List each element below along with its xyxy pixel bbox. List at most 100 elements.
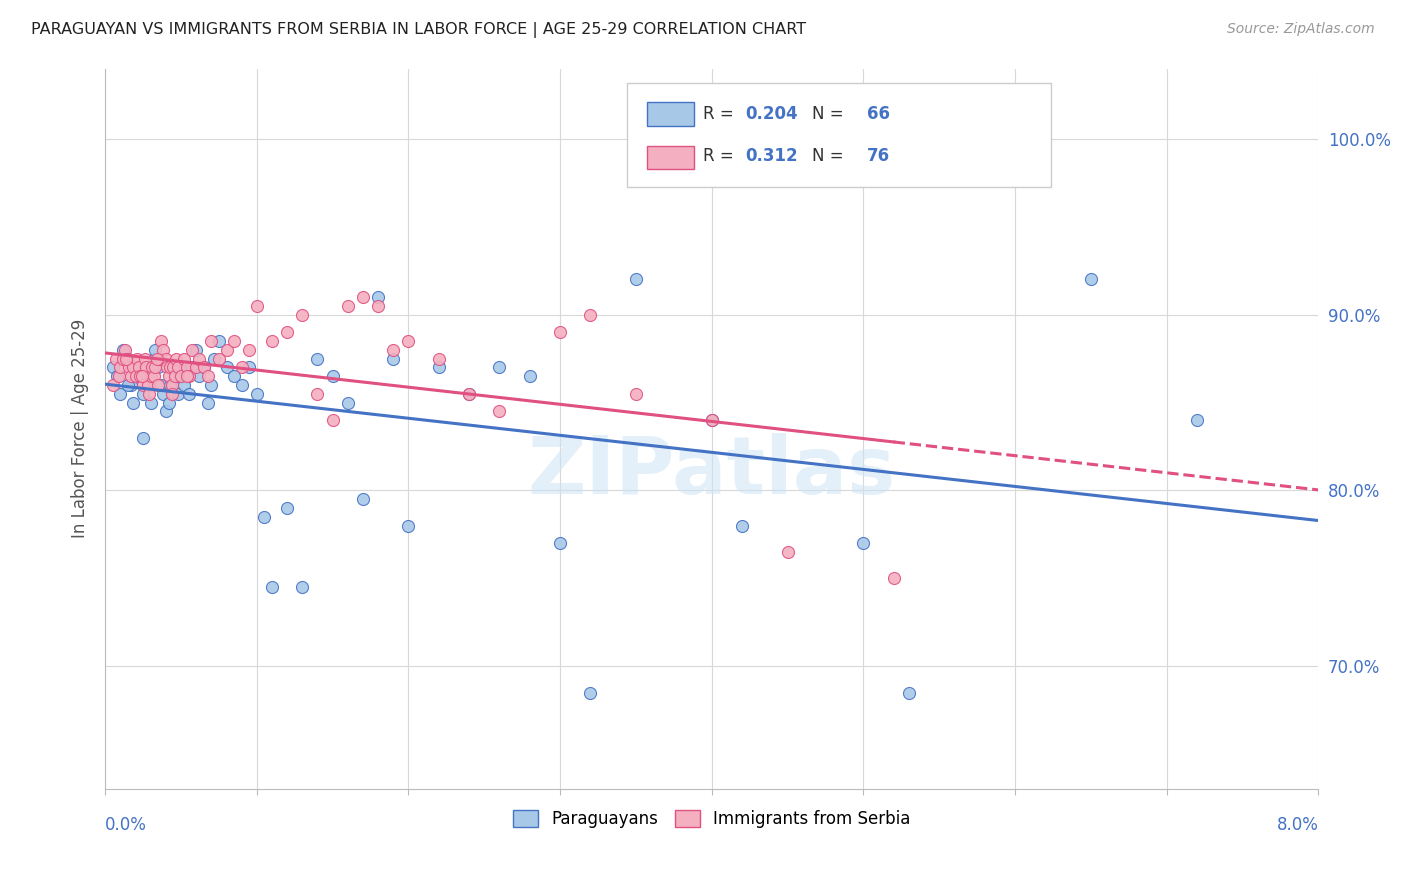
FancyBboxPatch shape: [627, 83, 1052, 187]
Point: [883, 571, 905, 585]
Point: [148, 360, 170, 375]
Point: [322, 369, 344, 384]
Text: R =: R =: [703, 147, 740, 165]
Point: [157, 369, 180, 384]
Point: [150, 334, 173, 348]
Point: [1080, 272, 1102, 286]
Point: [101, 360, 124, 375]
Point: [176, 369, 198, 384]
Point: [336, 395, 359, 409]
Point: [731, 518, 754, 533]
Point: [135, 360, 157, 375]
Point: [208, 351, 231, 366]
Point: [193, 360, 215, 375]
Point: [121, 360, 143, 375]
Point: [160, 386, 183, 401]
Point: [110, 360, 132, 375]
Point: [104, 351, 127, 366]
Point: [458, 386, 481, 401]
Point: [458, 386, 481, 401]
Point: [776, 545, 799, 559]
Point: [307, 351, 329, 366]
Point: [382, 343, 405, 357]
Point: [159, 360, 181, 375]
Point: [167, 386, 190, 401]
Point: [129, 369, 152, 384]
Point: [700, 413, 723, 427]
Text: 8.0%: 8.0%: [1277, 815, 1319, 834]
Point: [132, 378, 155, 392]
Point: [149, 351, 172, 366]
Point: [142, 369, 165, 384]
Point: [124, 369, 146, 384]
Text: ZIPatlas: ZIPatlas: [527, 434, 896, 511]
Point: [141, 360, 163, 375]
Point: [125, 351, 148, 366]
Point: [177, 386, 200, 401]
Point: [160, 378, 183, 392]
Point: [260, 334, 283, 348]
Y-axis label: In Labor Force | Age 25-29: In Labor Force | Age 25-29: [72, 319, 89, 539]
Point: [177, 369, 200, 384]
Point: [117, 351, 139, 366]
Point: [117, 351, 139, 366]
Point: [197, 395, 219, 409]
Point: [197, 369, 219, 384]
Point: [180, 360, 202, 375]
Point: [118, 360, 141, 375]
Point: [291, 580, 314, 594]
Point: [134, 351, 156, 366]
Point: [128, 369, 150, 384]
Text: 66: 66: [868, 105, 890, 123]
Point: [108, 369, 131, 384]
Point: [152, 343, 174, 357]
Point: [131, 369, 153, 384]
Point: [215, 343, 238, 357]
Point: [579, 685, 602, 699]
Point: [291, 308, 314, 322]
Point: [231, 378, 253, 392]
Point: [548, 325, 571, 339]
Point: [120, 369, 142, 384]
Point: [159, 378, 181, 392]
Point: [253, 509, 276, 524]
Point: [215, 360, 238, 375]
Point: [152, 386, 174, 401]
Point: [246, 386, 269, 401]
Point: [897, 685, 920, 699]
Point: [186, 360, 208, 375]
Point: [156, 360, 179, 375]
Point: [155, 351, 177, 366]
Text: 0.204: 0.204: [745, 105, 799, 123]
Point: [170, 369, 193, 384]
Point: [180, 343, 202, 357]
Point: [112, 351, 135, 366]
Point: [188, 351, 211, 366]
Point: [139, 369, 162, 384]
Text: PARAGUAYAN VS IMMIGRANTS FROM SERBIA IN LABOR FORCE | AGE 25-29 CORRELATION CHAR: PARAGUAYAN VS IMMIGRANTS FROM SERBIA IN …: [31, 22, 806, 38]
Point: [276, 500, 298, 515]
Point: [852, 536, 875, 550]
Point: [700, 413, 723, 427]
Bar: [647, 103, 693, 126]
Point: [1185, 413, 1208, 427]
Point: [128, 360, 150, 375]
Point: [276, 325, 298, 339]
Point: [112, 343, 135, 357]
Point: [352, 492, 374, 507]
Point: [579, 308, 602, 322]
Point: [162, 360, 184, 375]
Text: N =: N =: [813, 105, 849, 123]
Legend: Paraguayans, Immigrants from Serbia: Paraguayans, Immigrants from Serbia: [506, 804, 917, 835]
Point: [188, 369, 211, 384]
Point: [519, 369, 541, 384]
Point: [132, 386, 155, 401]
Point: [132, 431, 155, 445]
Point: [238, 343, 260, 357]
Point: [307, 386, 329, 401]
Point: [382, 351, 405, 366]
Point: [488, 404, 510, 418]
Point: [624, 272, 647, 286]
Point: [114, 343, 136, 357]
Point: [105, 369, 128, 384]
